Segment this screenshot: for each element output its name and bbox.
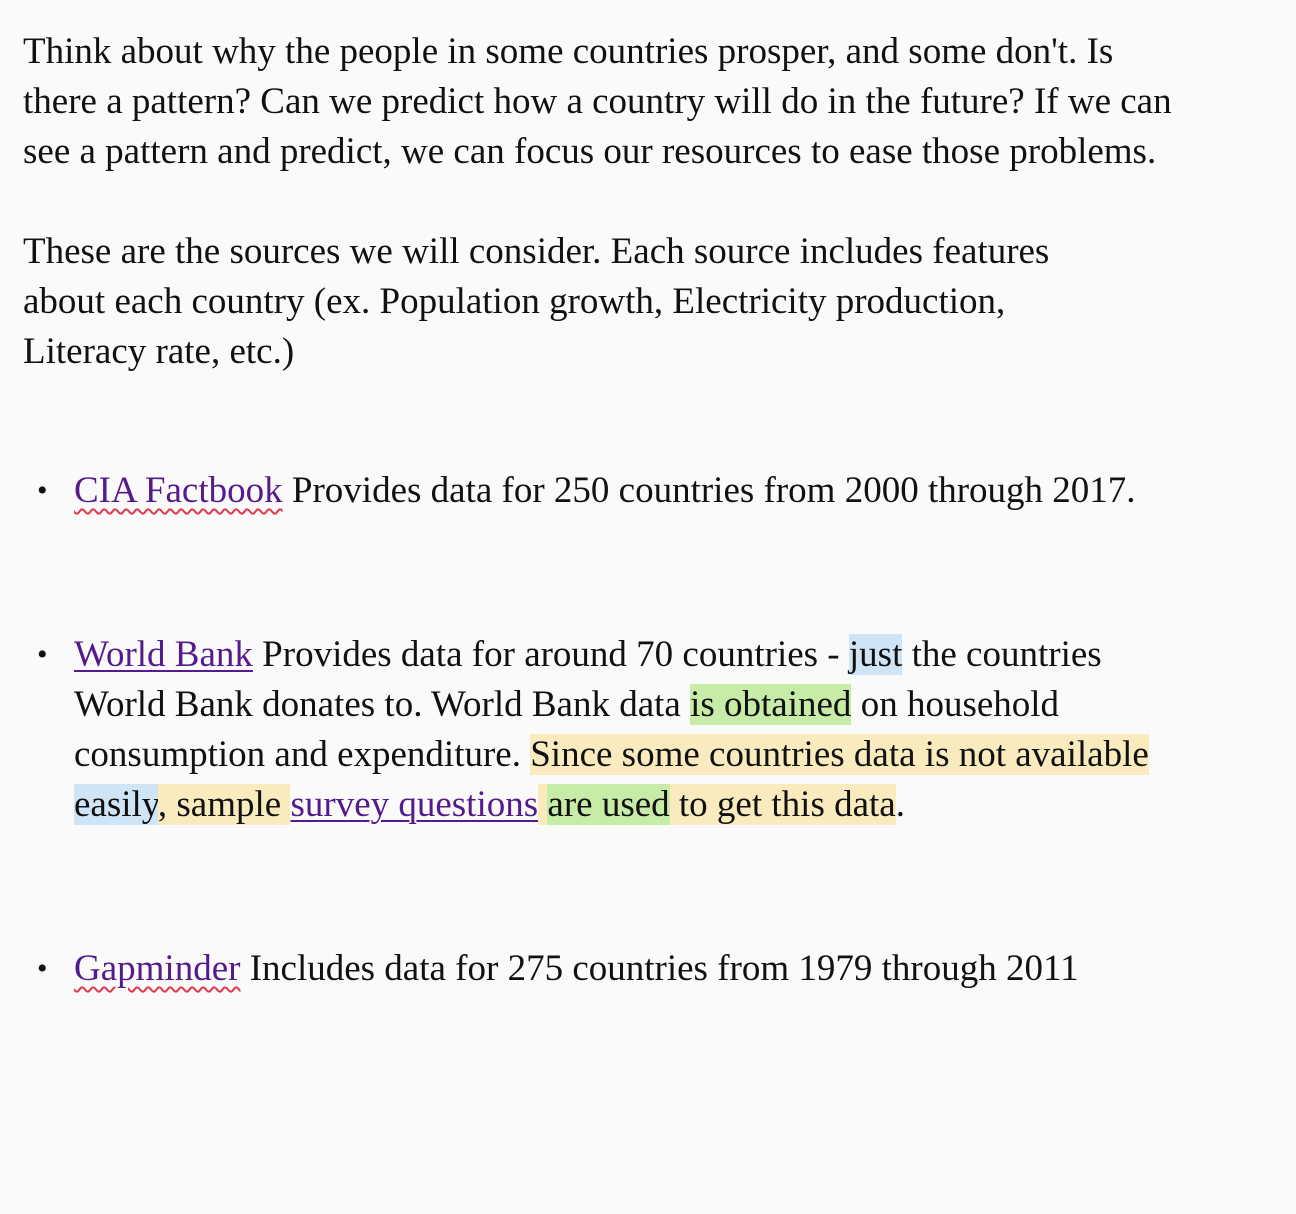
document-body: Think about why the people in some count… xyxy=(23,27,1213,994)
cia-factbook-description: Provides data for 250 countries from 200… xyxy=(282,470,1136,511)
intro-paragraph: Think about why the people in some count… xyxy=(23,31,1172,172)
highlight-space xyxy=(538,784,548,825)
sources-list: • CIA Factbook Provides data for 250 coun… xyxy=(23,466,1213,994)
highlight-sample: , sample xyxy=(157,784,291,825)
gapminder-link[interactable]: Gapminder xyxy=(74,948,241,989)
world-bank-text: . xyxy=(895,784,905,825)
highlight-are-used: are used xyxy=(547,784,670,825)
sources-intro-paragraph: These are the sources we will consider. … xyxy=(23,231,1050,372)
highlight-just: just xyxy=(848,634,903,675)
highlight-since-some: Since some countries data is not availab… xyxy=(530,734,1149,775)
highlight-easily: easily xyxy=(74,784,158,825)
world-bank-link[interactable]: World Bank xyxy=(74,634,253,675)
world-bank-text: the countries World Bank donates to. Wor… xyxy=(74,634,1102,725)
bullet-icon: • xyxy=(37,474,48,507)
world-bank-text: Provides data for around 70 countries - xyxy=(252,634,849,675)
bullet-icon: • xyxy=(37,952,48,985)
world-bank-text: on household consumption and expenditure… xyxy=(74,684,1060,775)
source-item-gapminder: • Gapminder Includes data for 275 countri… xyxy=(23,944,1184,994)
highlight-is-obtained: is obtained xyxy=(690,684,852,725)
gapminder-description: Includes data for 275 countries from 197… xyxy=(240,948,1079,989)
bullet-icon: • xyxy=(37,638,48,671)
survey-questions-link[interactable]: survey questions xyxy=(290,784,539,825)
source-item-cia-factbook: • CIA Factbook Provides data for 250 coun… xyxy=(23,466,1184,516)
source-item-world-bank: • World Bank Provides data for around 70 … xyxy=(23,630,1184,830)
highlight-to-get-data: to get this data xyxy=(669,784,896,825)
cia-factbook-link[interactable]: CIA Factbook xyxy=(74,470,283,511)
